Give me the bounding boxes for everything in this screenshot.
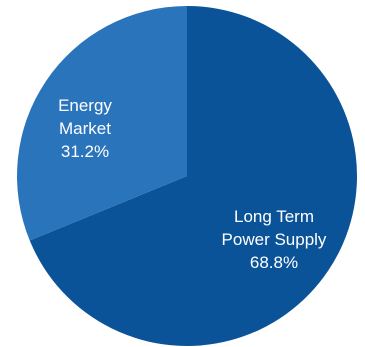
pie-slices xyxy=(17,6,358,346)
slice-category-label: Power Supply xyxy=(222,230,327,249)
slice-value-label: 31.2% xyxy=(61,142,109,161)
pie-labels: Long Term Power Supply 68.8% Energy Market 31… xyxy=(58,96,327,272)
slice-category-label: Market xyxy=(59,119,111,138)
pie-slice-2 xyxy=(17,6,187,241)
slice-value-label: 68.8% xyxy=(250,253,298,272)
slice-category-label: Energy xyxy=(58,96,112,115)
pie-slice-1 xyxy=(29,6,358,346)
slice-category-label: Long Term xyxy=(234,207,314,226)
